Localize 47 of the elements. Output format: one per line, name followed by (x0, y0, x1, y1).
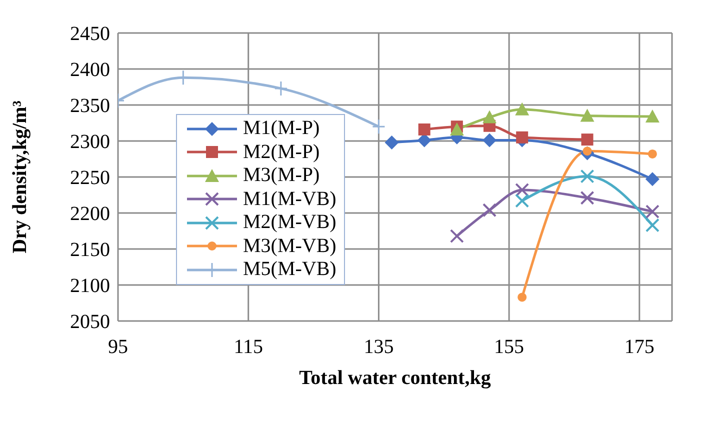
point (417, 133, 432, 148)
x-tick-label: 135 (364, 336, 394, 358)
y-tick-label: 2400 (70, 59, 110, 82)
y-tick-label: 2050 (70, 311, 110, 334)
legend-label: M2(M-P) (243, 140, 320, 164)
point (418, 123, 430, 136)
x-tick-label: 115 (234, 336, 263, 358)
point (515, 182, 530, 197)
point (645, 110, 660, 123)
point (384, 135, 399, 150)
legend-label: M3(M-VB) (243, 234, 336, 258)
point (482, 203, 497, 218)
y-tick-label: 2100 (70, 275, 110, 298)
x-tick-label: 95 (108, 336, 128, 358)
y-axis-title: Dry density,kg/m³ (9, 100, 31, 254)
legend-label: M5(M-VB) (243, 258, 336, 282)
point (581, 134, 594, 146)
point (450, 229, 464, 244)
x-axis-title: Total water content,kg (299, 367, 491, 389)
y-tick-label: 2150 (70, 239, 110, 262)
legend-label: M1(M-P) (243, 117, 320, 140)
y-tick-label: 2450 (70, 23, 110, 46)
point (482, 133, 497, 148)
point (580, 190, 594, 205)
point (580, 108, 594, 122)
point (516, 131, 528, 144)
point (518, 292, 527, 302)
legend-label: M2(M-VB) (243, 211, 336, 234)
point (372, 118, 386, 134)
y-tick-label: 2300 (70, 131, 110, 154)
point (580, 169, 594, 184)
point (274, 80, 288, 96)
point (645, 172, 660, 186)
point (515, 102, 530, 116)
x-tick-label: 175 (624, 336, 654, 358)
point (645, 204, 660, 219)
point (515, 194, 530, 208)
point (482, 110, 497, 124)
point (450, 122, 464, 136)
legend-label: M1(M-VB) (243, 188, 336, 211)
point (645, 218, 660, 232)
y-tick-label: 2250 (70, 167, 110, 190)
y-tick-label: 2350 (70, 95, 110, 118)
legend-label: M3(M-P) (243, 164, 320, 188)
point (648, 149, 657, 158)
y-tick-label: 2200 (70, 203, 110, 226)
x-tick-label: 155 (494, 336, 524, 358)
